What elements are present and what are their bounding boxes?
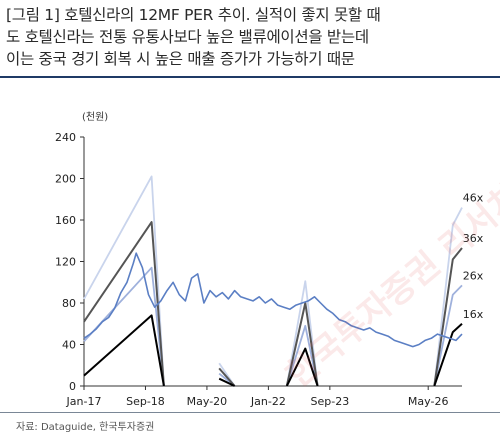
band-line-16x: [433, 323, 463, 387]
band-line-36x: [433, 247, 463, 387]
caption-divider: [0, 76, 500, 78]
y-tick-label: 0: [69, 380, 76, 393]
chart-labels: 46x 36x 26x 16x: [463, 192, 484, 321]
figure-caption: [그림 1] 호텔신라의 12MF PER 추이. 실적이 좋지 못할 때 도 …: [6, 4, 494, 70]
x-tick-label: Sep-23: [311, 395, 350, 408]
band-line-46x: [433, 207, 463, 387]
band-label-46x: 46x: [463, 192, 484, 205]
x-tick-label: May-20: [187, 395, 228, 408]
band-line-26x: [83, 266, 165, 387]
y-tick-label: 40: [62, 339, 76, 352]
x-tick-label: Jan-22: [250, 395, 286, 408]
price-line: [83, 252, 463, 348]
band-line-36x: [218, 367, 236, 387]
band-line-26x: [433, 284, 463, 387]
band-line-36x: [285, 302, 319, 387]
y-tick-label: 200: [55, 173, 76, 186]
band-line-16x: [285, 347, 319, 387]
y-tick-label: 120: [55, 256, 76, 269]
x-tick-label: Jan-17: [66, 395, 102, 408]
caption-line-3: 이는 중국 경기 회복 시 높은 매출 증가가 가능하기 때문: [6, 50, 355, 68]
chart-axes: 0 40 80 120 160 200 240 Jan-17 Sep-18 May-20 Jan-2…: [55, 131, 462, 408]
y-axis-unit-label: (천원): [82, 111, 108, 123]
band-line-16x: [218, 377, 236, 387]
band-line-36x: [83, 221, 165, 387]
band-line-46x: [285, 280, 319, 387]
y-tick-label: 80: [62, 297, 76, 310]
band-line-16x: [83, 314, 165, 387]
y-tick-label: 160: [55, 214, 76, 227]
caption-line-1: [그림 1] 호텔신라의 12MF PER 추이. 실적이 좋지 못할 때: [6, 6, 381, 24]
x-tick-label: May-26: [408, 395, 449, 408]
per-band-chart: (천원) 0 40 80 120 160 200 240 Jan-17 Sep-18 May-20…: [55, 111, 484, 408]
source-divider: [0, 412, 500, 413]
band-line-46x: [83, 175, 165, 387]
y-tick-label: 240: [55, 131, 76, 144]
band-label-16x: 16x: [463, 308, 484, 321]
band-line-26x: [285, 324, 319, 387]
caption-line-2: 도 호텔신라는 전통 유통사보다 높은 밸류에이션을 받는데: [6, 28, 369, 46]
x-tick-label: Sep-18: [126, 395, 165, 408]
chart-series: [83, 175, 463, 387]
band-label-26x: 26x: [463, 269, 484, 282]
source-note: 자료: Dataguide, 한국투자증권: [16, 422, 155, 433]
band-label-36x: 36x: [463, 232, 484, 245]
